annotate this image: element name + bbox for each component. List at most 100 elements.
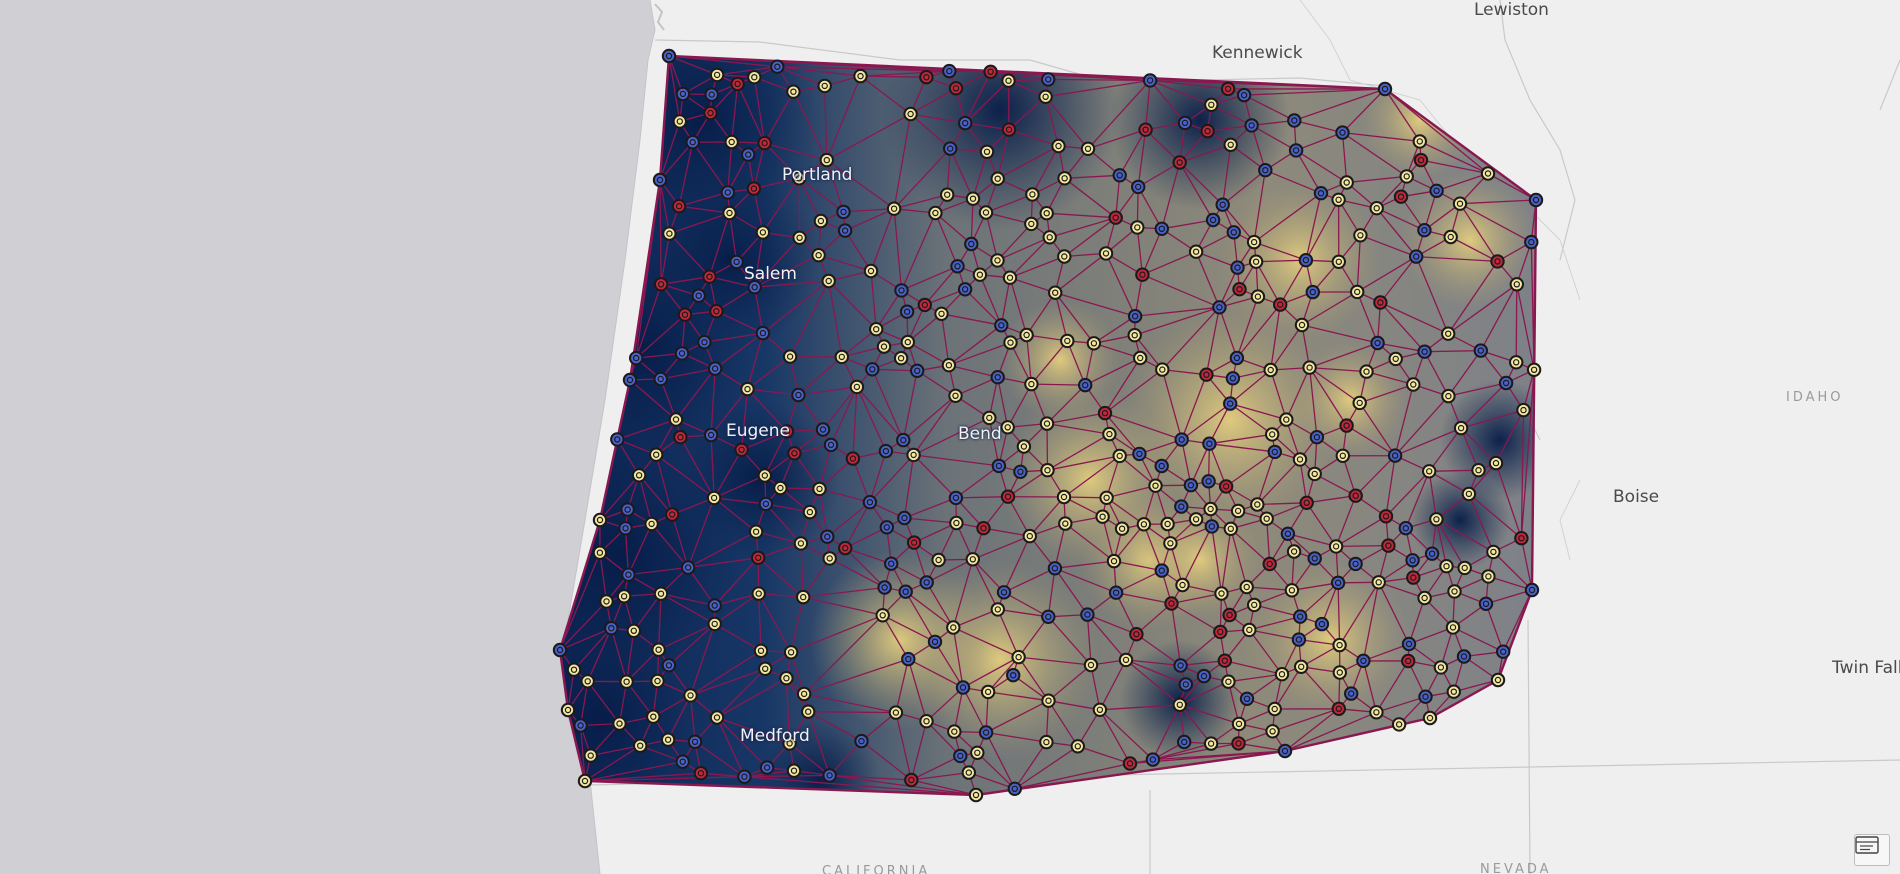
sample-point[interactable] [1339, 418, 1354, 433]
sample-point[interactable] [875, 608, 890, 623]
sample-point[interactable] [1424, 546, 1440, 561]
sample-point[interactable] [592, 512, 608, 528]
sample-point[interactable] [897, 510, 912, 526]
sample-point[interactable] [1447, 584, 1462, 599]
sample-point[interactable] [1514, 531, 1529, 546]
sample-point[interactable] [1352, 395, 1367, 411]
sample-point[interactable] [1480, 166, 1496, 181]
sample-point[interactable] [703, 427, 719, 443]
sample-point[interactable] [1516, 402, 1531, 418]
sample-point[interactable] [888, 705, 904, 720]
sample-point[interactable] [707, 361, 723, 376]
sample-point[interactable] [1348, 488, 1363, 503]
sample-point[interactable] [1136, 517, 1152, 532]
sample-point[interactable] [620, 502, 635, 517]
sample-point[interactable] [896, 432, 911, 448]
sample-point[interactable] [1214, 586, 1229, 601]
sample-point[interactable] [1127, 309, 1143, 324]
sample-point[interactable] [1070, 739, 1086, 754]
sample-point[interactable] [1011, 649, 1026, 665]
sample-point[interactable] [1024, 376, 1039, 392]
sample-point[interactable] [978, 205, 994, 220]
sample-point[interactable] [1230, 503, 1246, 519]
sample-point[interactable] [968, 787, 984, 803]
sample-point[interactable] [1393, 189, 1409, 204]
sample-point[interactable] [1288, 143, 1304, 158]
sample-point[interactable] [1456, 649, 1472, 664]
sample-point[interactable] [1177, 734, 1192, 750]
sample-point[interactable] [1051, 138, 1066, 154]
sample-point[interactable] [919, 714, 934, 729]
sample-point[interactable] [1239, 691, 1255, 706]
sample-point[interactable] [693, 766, 709, 781]
sample-point[interactable] [1332, 637, 1347, 653]
sample-point[interactable] [753, 643, 769, 658]
sample-point[interactable] [724, 134, 739, 150]
sample-point[interactable] [1433, 660, 1449, 675]
sample-point[interactable] [965, 191, 981, 206]
sample-point[interactable] [1413, 152, 1429, 168]
sample-point[interactable] [934, 306, 949, 321]
sample-point[interactable] [1412, 134, 1428, 149]
sample-point[interactable] [662, 226, 677, 241]
sample-point[interactable] [1041, 609, 1056, 624]
sample-point[interactable] [1047, 561, 1063, 576]
sample-point[interactable] [1481, 569, 1496, 584]
sample-point[interactable] [1080, 607, 1095, 622]
sample-point[interactable] [893, 351, 909, 366]
sample-point[interactable] [928, 205, 943, 221]
sample-point[interactable] [940, 187, 955, 202]
sample-point[interactable] [941, 358, 957, 373]
sample-point[interactable] [734, 442, 749, 457]
sample-point[interactable] [1509, 355, 1524, 370]
sample-point[interactable] [687, 734, 703, 749]
sample-point[interactable] [729, 254, 744, 270]
sample-point[interactable] [837, 223, 853, 238]
sample-point[interactable] [791, 387, 806, 403]
sample-point[interactable] [811, 248, 826, 263]
sample-point[interactable] [759, 760, 775, 775]
sample-point[interactable] [917, 297, 932, 313]
sample-point[interactable] [793, 536, 809, 551]
sample-point[interactable] [703, 105, 718, 121]
sample-point[interactable] [1488, 455, 1504, 471]
sample-point[interactable] [953, 748, 968, 764]
sample-point[interactable] [592, 545, 608, 560]
sample-point[interactable] [1439, 559, 1454, 574]
sample-point[interactable] [834, 349, 849, 365]
sample-point[interactable] [757, 468, 772, 483]
sample-point[interactable] [583, 748, 598, 763]
sample-point[interactable] [730, 76, 745, 92]
sample-point[interactable] [610, 432, 625, 447]
sample-point[interactable] [1041, 693, 1056, 708]
sample-point[interactable] [1305, 284, 1321, 300]
sample-point[interactable] [626, 623, 641, 638]
sample-point[interactable] [976, 521, 991, 536]
sample-point[interactable] [1370, 335, 1385, 351]
sample-point[interactable] [1314, 616, 1330, 632]
sample-point[interactable] [1108, 210, 1123, 225]
sample-point[interactable] [1217, 653, 1233, 668]
sample-point[interactable] [1267, 444, 1283, 460]
sample-point[interactable] [1406, 570, 1421, 585]
sample-point[interactable] [1132, 446, 1147, 462]
sample-point[interactable] [1039, 416, 1055, 431]
sample-point[interactable] [886, 201, 902, 216]
sample-point[interactable] [1154, 458, 1169, 474]
sample-point[interactable] [604, 621, 619, 636]
sample-point[interactable] [786, 84, 801, 99]
sample-point[interactable] [1250, 289, 1266, 304]
sample-point[interactable] [955, 680, 971, 695]
sample-point[interactable] [1313, 186, 1329, 201]
sample-point[interactable] [1201, 474, 1216, 489]
sample-point[interactable] [1332, 665, 1348, 680]
sample-point[interactable] [680, 560, 696, 575]
sample-point[interactable] [747, 70, 762, 85]
sample-point[interactable] [1154, 221, 1170, 237]
sample-point[interactable] [1229, 350, 1245, 366]
sample-point[interactable] [1307, 551, 1322, 566]
sample-point[interactable] [950, 259, 965, 274]
sample-point[interactable] [965, 552, 980, 567]
sample-point[interactable] [876, 339, 892, 354]
sample-point[interactable] [671, 199, 687, 214]
